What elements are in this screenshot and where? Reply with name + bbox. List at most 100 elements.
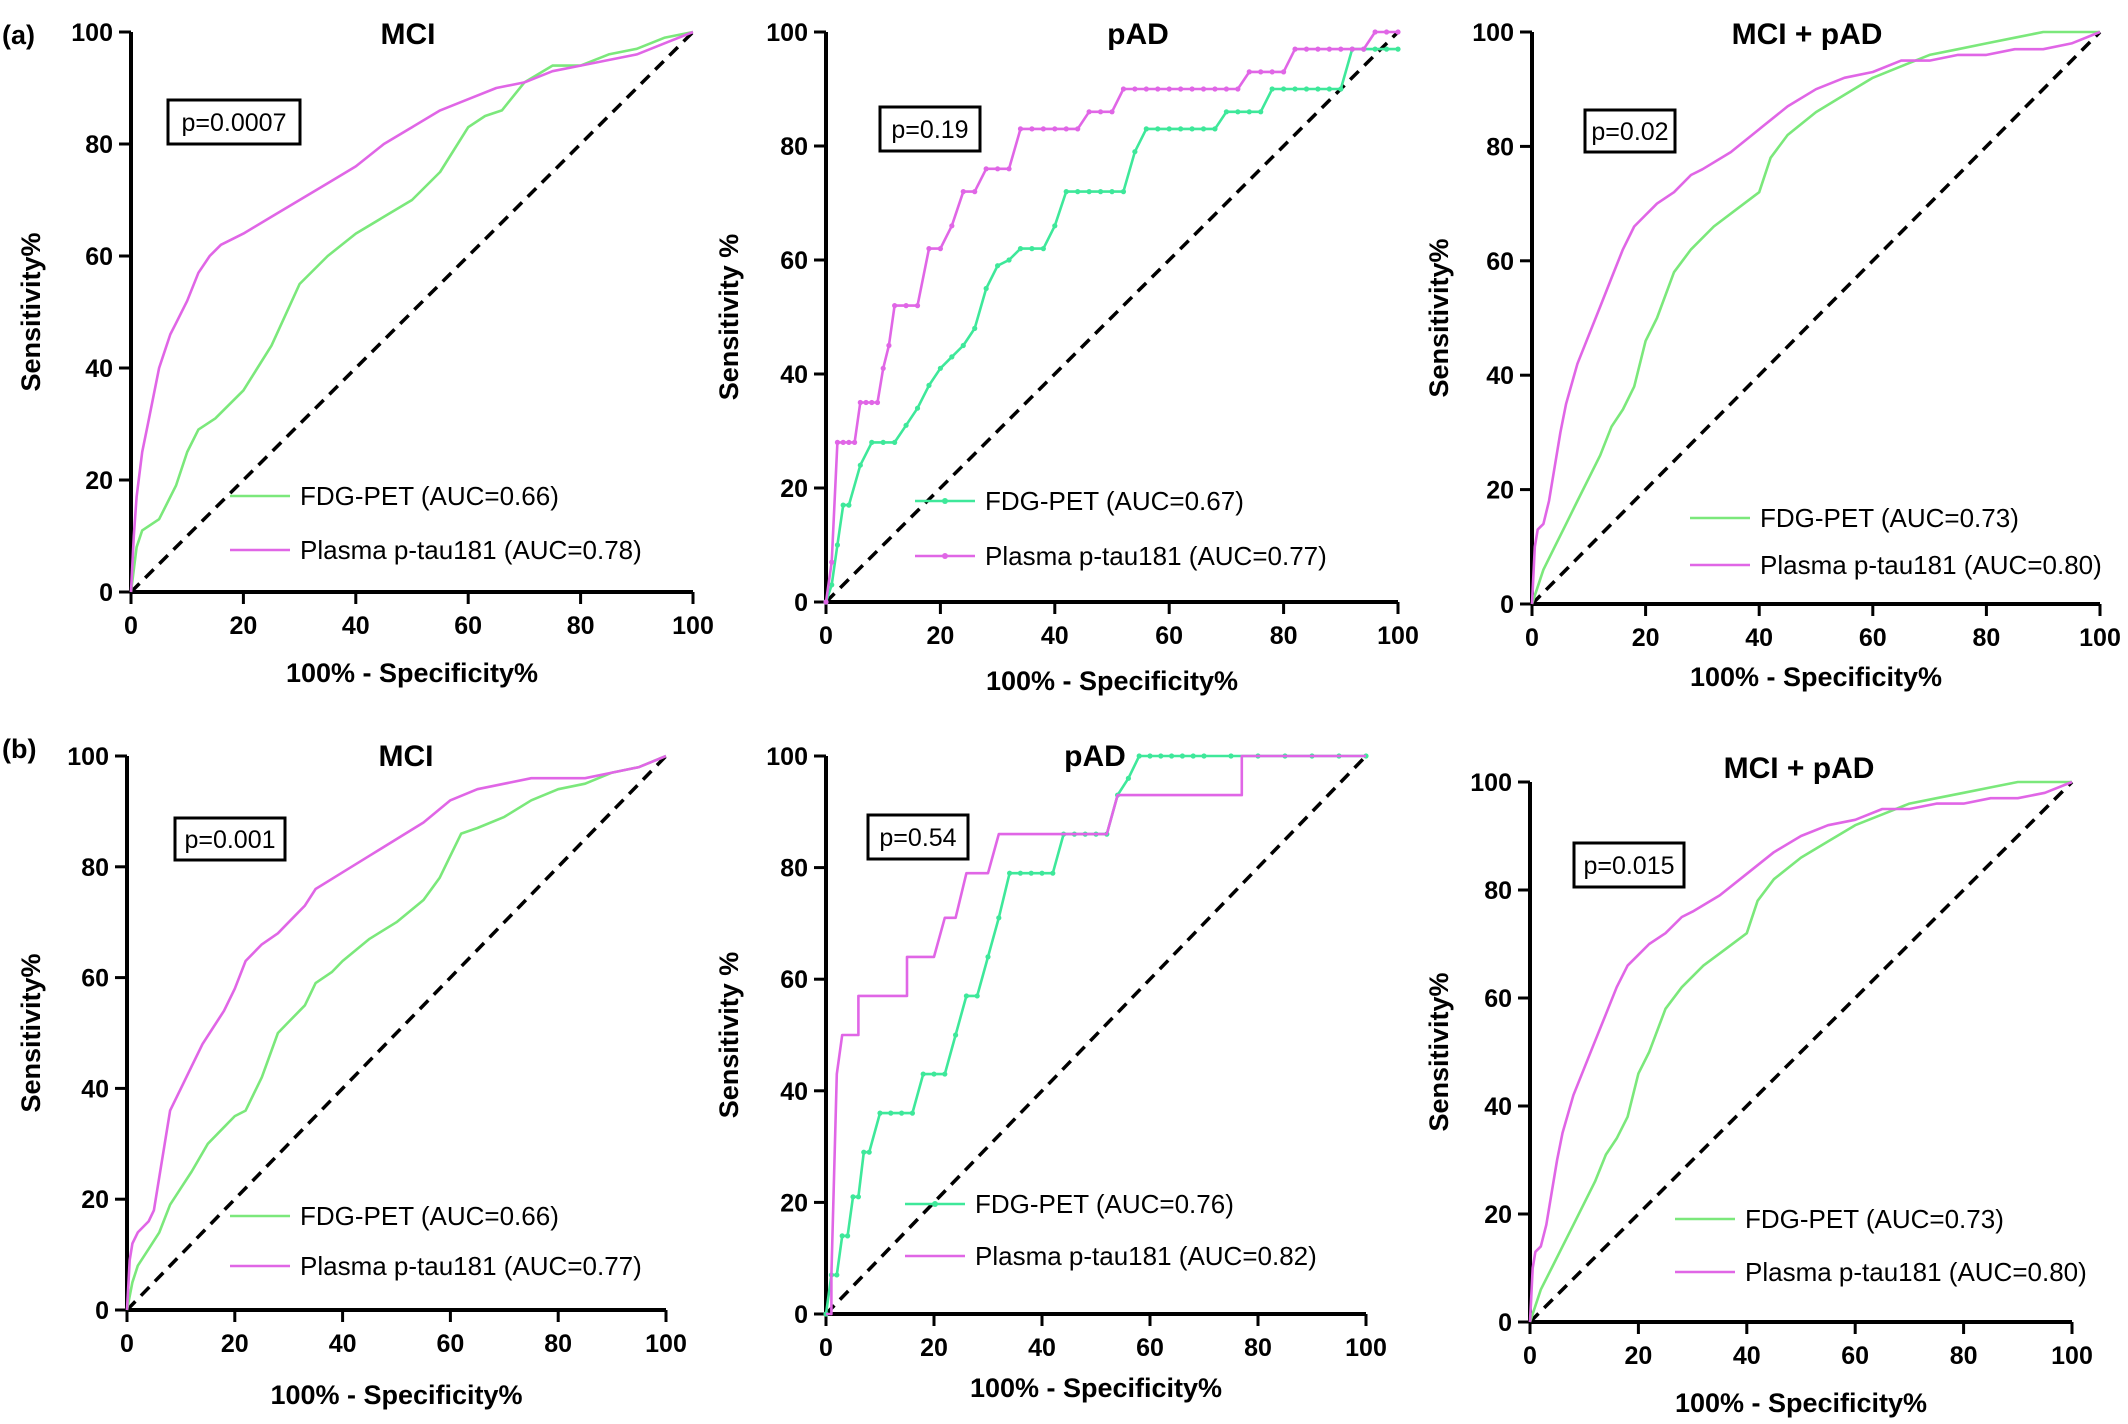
- data-point: [1223, 109, 1229, 115]
- data-point: [1063, 189, 1069, 195]
- x-tick-label: 60: [1841, 1342, 1869, 1370]
- y-tick-label: 100: [71, 19, 113, 47]
- y-tick-label: 60: [81, 965, 109, 993]
- data-point: [1246, 109, 1252, 115]
- p-value-text: p=0.015: [1583, 852, 1674, 880]
- legend-marker: [942, 553, 948, 559]
- data-point: [888, 1110, 894, 1116]
- data-point: [937, 365, 944, 371]
- data-point: [1258, 69, 1264, 75]
- data-point: [846, 439, 852, 445]
- data-point: [892, 439, 898, 445]
- data-point: [861, 1149, 867, 1155]
- data-point: [914, 405, 921, 411]
- data-point: [1326, 86, 1332, 92]
- x-tick-label: 0: [1523, 1342, 1537, 1370]
- data-point: [1052, 126, 1058, 132]
- data-point: [995, 263, 1001, 269]
- data-point: [1269, 86, 1275, 92]
- data-point: [1109, 189, 1115, 195]
- y-tick-label: 0: [1498, 1309, 1512, 1337]
- data-point: [829, 582, 835, 588]
- x-axis-label: 100% - Specificity%: [286, 658, 538, 688]
- roc-panel-b-MCI+pAD: 0 20 40 60 80 100 0 20 40 60 80 100 MCI + pAD 100% - …: [1424, 752, 2093, 1418]
- data-point: [834, 542, 841, 548]
- y-tick-label: 80: [1484, 877, 1512, 905]
- x-tick-label: 20: [1624, 1342, 1652, 1370]
- roc-panel-b-pAD: 0 20 40 60 80 100 0 20 40 60 80 100 pAD 100% - Specif…: [714, 740, 1387, 1403]
- legend-entry: FDG-PET (AUC=0.76): [975, 1189, 1234, 1219]
- data-point: [880, 439, 886, 445]
- data-point: [877, 1110, 883, 1116]
- y-tick-label: 60: [1484, 985, 1512, 1013]
- y-tick-label: 0: [794, 1301, 808, 1329]
- data-point: [1190, 753, 1196, 759]
- legend-entry: FDG-PET (AUC=0.67): [985, 486, 1244, 516]
- chance-diagonal-line: [824, 754, 1368, 1316]
- series-line-fdg-pet: [125, 754, 667, 1311]
- data-point: [1201, 753, 1207, 759]
- data-point: [1097, 109, 1104, 115]
- y-tick-label: 40: [780, 1078, 808, 1106]
- y-tick-label: 40: [81, 1075, 109, 1103]
- data-point: [1349, 46, 1355, 52]
- data-point: [1372, 46, 1378, 52]
- y-tick-label: 40: [1486, 362, 1514, 390]
- data-point: [996, 915, 1002, 921]
- x-tick-label: 20: [920, 1334, 948, 1362]
- data-point: [1125, 775, 1131, 781]
- y-tick-label: 60: [85, 243, 113, 271]
- data-point: [1200, 126, 1207, 132]
- x-tick-label: 100: [672, 612, 714, 640]
- y-tick-label: 20: [780, 1189, 808, 1217]
- roc-panel-a-MCI+pAD: 0 20 40 60 80 100 0 20 40 60 80 100 MCI + pAD 100% - …: [1424, 18, 2121, 692]
- data-point: [1235, 109, 1241, 115]
- series-line-fdg-pet: [1528, 780, 2072, 1323]
- data-point: [1158, 753, 1164, 759]
- p-value-text: p=0.001: [184, 826, 275, 854]
- data-point: [1292, 46, 1298, 52]
- data-point: [1075, 126, 1081, 132]
- data-point: [1063, 126, 1069, 132]
- panel-title: MCI + pAD: [1732, 18, 1883, 51]
- data-point: [960, 189, 966, 195]
- legend-entry: Plasma p-tau181 (AUC=0.80): [1745, 1257, 2087, 1287]
- series-line-plasma-ptau181: [1530, 30, 2101, 605]
- legend-entry: Plasma p-tau181 (AUC=0.80): [1760, 550, 2102, 580]
- data-point: [903, 303, 909, 309]
- roc-panel-a-pAD: 0 20 40 60 80 100 0 20 40 60 80 100 pAD 100% - Specif…: [714, 18, 1419, 696]
- data-point: [1395, 29, 1401, 35]
- data-point: [960, 342, 966, 349]
- y-tick-label: 100: [1470, 769, 1512, 797]
- data-point: [1246, 69, 1252, 75]
- data-point: [953, 1032, 959, 1038]
- legend-entry: FDG-PET (AUC=0.73): [1760, 503, 2019, 533]
- data-point: [1200, 86, 1207, 92]
- data-point: [914, 303, 921, 309]
- y-tick-label: 80: [81, 854, 109, 882]
- data-point: [845, 1233, 851, 1239]
- y-tick-label: 20: [1484, 1201, 1512, 1229]
- data-point: [1281, 86, 1287, 92]
- p-value-box: [173, 816, 287, 862]
- data-point: [1212, 126, 1218, 132]
- x-tick-label: 60: [454, 612, 482, 640]
- data-point: [1017, 246, 1024, 252]
- y-tick-label: 40: [780, 361, 808, 389]
- data-point: [846, 502, 852, 508]
- y-tick-label: 20: [81, 1186, 109, 1214]
- data-point: [866, 1149, 872, 1155]
- data-point: [1292, 86, 1298, 92]
- data-point: [926, 382, 932, 388]
- chance-diagonal-line: [129, 30, 695, 594]
- x-tick-label: 0: [120, 1330, 134, 1358]
- x-tick-label: 20: [229, 612, 257, 640]
- data-point: [855, 1194, 862, 1200]
- x-tick-label: 100: [2051, 1342, 2093, 1370]
- data-point: [899, 1110, 905, 1116]
- data-point: [1315, 46, 1321, 52]
- data-point: [1143, 126, 1149, 132]
- data-point: [1372, 29, 1378, 35]
- data-point: [869, 439, 875, 445]
- panel-title: pAD: [1064, 740, 1126, 773]
